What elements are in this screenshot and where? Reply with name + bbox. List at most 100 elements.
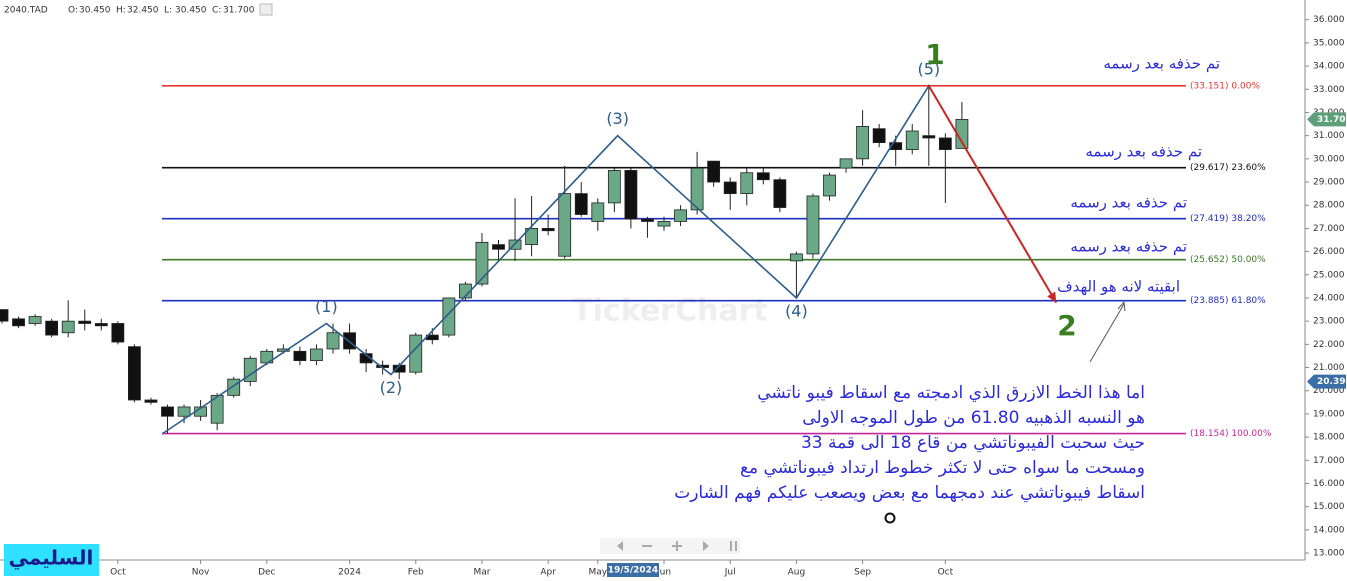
scroll-left[interactable] (617, 541, 623, 551)
candle-body (177, 406, 191, 417)
wave-label: (4) (785, 301, 808, 320)
candle-body (111, 323, 125, 343)
x-tick-label: Apr (540, 568, 556, 578)
candle-body (657, 221, 671, 227)
candle-body (624, 170, 638, 220)
annotation: تم حذفه بعد رسمه (1070, 238, 1187, 256)
y-tick-label: 24.000 (1313, 293, 1345, 303)
candle-body (276, 348, 290, 352)
y-tick-label: 28.000 (1313, 201, 1345, 211)
crosshair-date: 19/5/2024 (608, 566, 658, 576)
wave-label: (5) (917, 59, 940, 78)
candle-body (839, 158, 853, 169)
ohlc-label: O: (68, 6, 78, 16)
scroll-bar (600, 538, 740, 554)
fib-label: (33.151) 0.00% (1190, 81, 1260, 91)
candle-body (359, 353, 373, 364)
candle-body (78, 320, 92, 324)
pointer-head (1117, 301, 1126, 312)
wave-label: (1) (315, 297, 338, 316)
candle-body (326, 332, 340, 350)
x-tick-label: 2024 (338, 568, 361, 578)
fib-label: (23.885) 61.80% (1190, 296, 1266, 306)
candle-body (458, 283, 472, 299)
menu-button[interactable] (259, 3, 273, 16)
marker-circle (884, 512, 896, 524)
ohlc-value: 30.450 (175, 6, 207, 16)
symbol: 2040.TAD (4, 6, 48, 16)
candle-body (922, 135, 936, 139)
candle-body (94, 323, 108, 327)
x-tick-label: Dec (258, 568, 275, 578)
y-tick-label: 13.000 (1313, 549, 1345, 559)
candle-body (161, 406, 174, 417)
paragraph-line: ومسحت ما سواه حتى لا تكثر خطوط ارتداد في… (740, 458, 1145, 478)
ohlc-header: 2040.TAD O: 30.450 H: 32.450 L: 30.450 C: 31.70… (4, 6, 255, 16)
candle-body (293, 350, 307, 361)
candle-body (127, 346, 141, 401)
candle-body (641, 218, 654, 222)
y-tick-label: 14.000 (1313, 525, 1345, 535)
candle-body (938, 137, 952, 150)
candle-body (773, 179, 787, 208)
last-price-label: 31.700 (1317, 115, 1347, 125)
projection-line (927, 85, 1058, 304)
ohlc-label: C: (212, 6, 221, 16)
candle-body (806, 195, 820, 255)
crosshair-price-tag (1307, 374, 1346, 389)
candle-body (591, 202, 605, 222)
ohlc-label: L: (164, 6, 172, 16)
y-tick-label: 36.000 (1313, 15, 1345, 25)
ohlc-value: 31.700 (223, 6, 255, 16)
x-tick-label: Nov (192, 568, 210, 578)
x-tick-label: Aug (788, 568, 806, 578)
candle-body (525, 228, 538, 246)
scroll-right[interactable] (703, 541, 709, 551)
candle-body (442, 297, 456, 336)
candle-body (492, 244, 505, 250)
y-tick-label: 15.000 (1313, 502, 1345, 512)
x-tick-label: Feb (408, 568, 424, 578)
wave-line (162, 85, 930, 435)
y-tick-label: 21.000 (1313, 363, 1345, 373)
wave-label: (2) (380, 378, 403, 397)
paragraph-line: هو النسبه الذهبيه 61.80 من طول الموجه ال… (802, 408, 1145, 428)
candle-body (756, 172, 770, 181)
y-tick-label: 29.000 (1313, 178, 1345, 188)
ohlc-value: 30.450 (79, 6, 111, 16)
wave-mark: 1 (925, 38, 944, 71)
x-tick-label: Jul (724, 568, 736, 578)
zoom-out[interactable] (642, 545, 652, 547)
candle-body (856, 125, 869, 160)
candle-body (823, 174, 836, 197)
candle-body (310, 348, 323, 361)
candle-body (790, 253, 803, 262)
candle-body (723, 181, 737, 195)
candle-body (707, 160, 721, 183)
crosshair-price-label: 20.395 (1317, 377, 1347, 387)
candle-body (740, 172, 754, 195)
candle-body (144, 399, 158, 403)
candle-body (955, 119, 969, 149)
y-tick-label: 19.000 (1313, 409, 1345, 419)
candle-body (227, 378, 241, 396)
y-tick-label: 31.000 (1313, 131, 1345, 141)
y-tick-label: 17.000 (1313, 456, 1345, 466)
candle-body (607, 170, 621, 204)
candle-body (558, 193, 572, 257)
y-tick-label: 16.000 (1313, 479, 1345, 489)
candle-body (475, 241, 489, 285)
scroll-end[interactable] (730, 541, 737, 551)
y-tick-label: 30.000 (1313, 154, 1345, 164)
zoom-in[interactable] (672, 541, 682, 551)
y-tick-label: 35.000 (1313, 38, 1345, 48)
candle-body (12, 318, 25, 327)
y-tick-label: 18.000 (1313, 433, 1345, 443)
pointer-line (1089, 303, 1125, 363)
y-tick-label: 20.000 (1313, 386, 1345, 396)
y-tick-label: 26.000 (1313, 247, 1345, 257)
candle-body (674, 209, 687, 222)
annotation: تم حذفه بعد رسمه (1103, 55, 1220, 73)
